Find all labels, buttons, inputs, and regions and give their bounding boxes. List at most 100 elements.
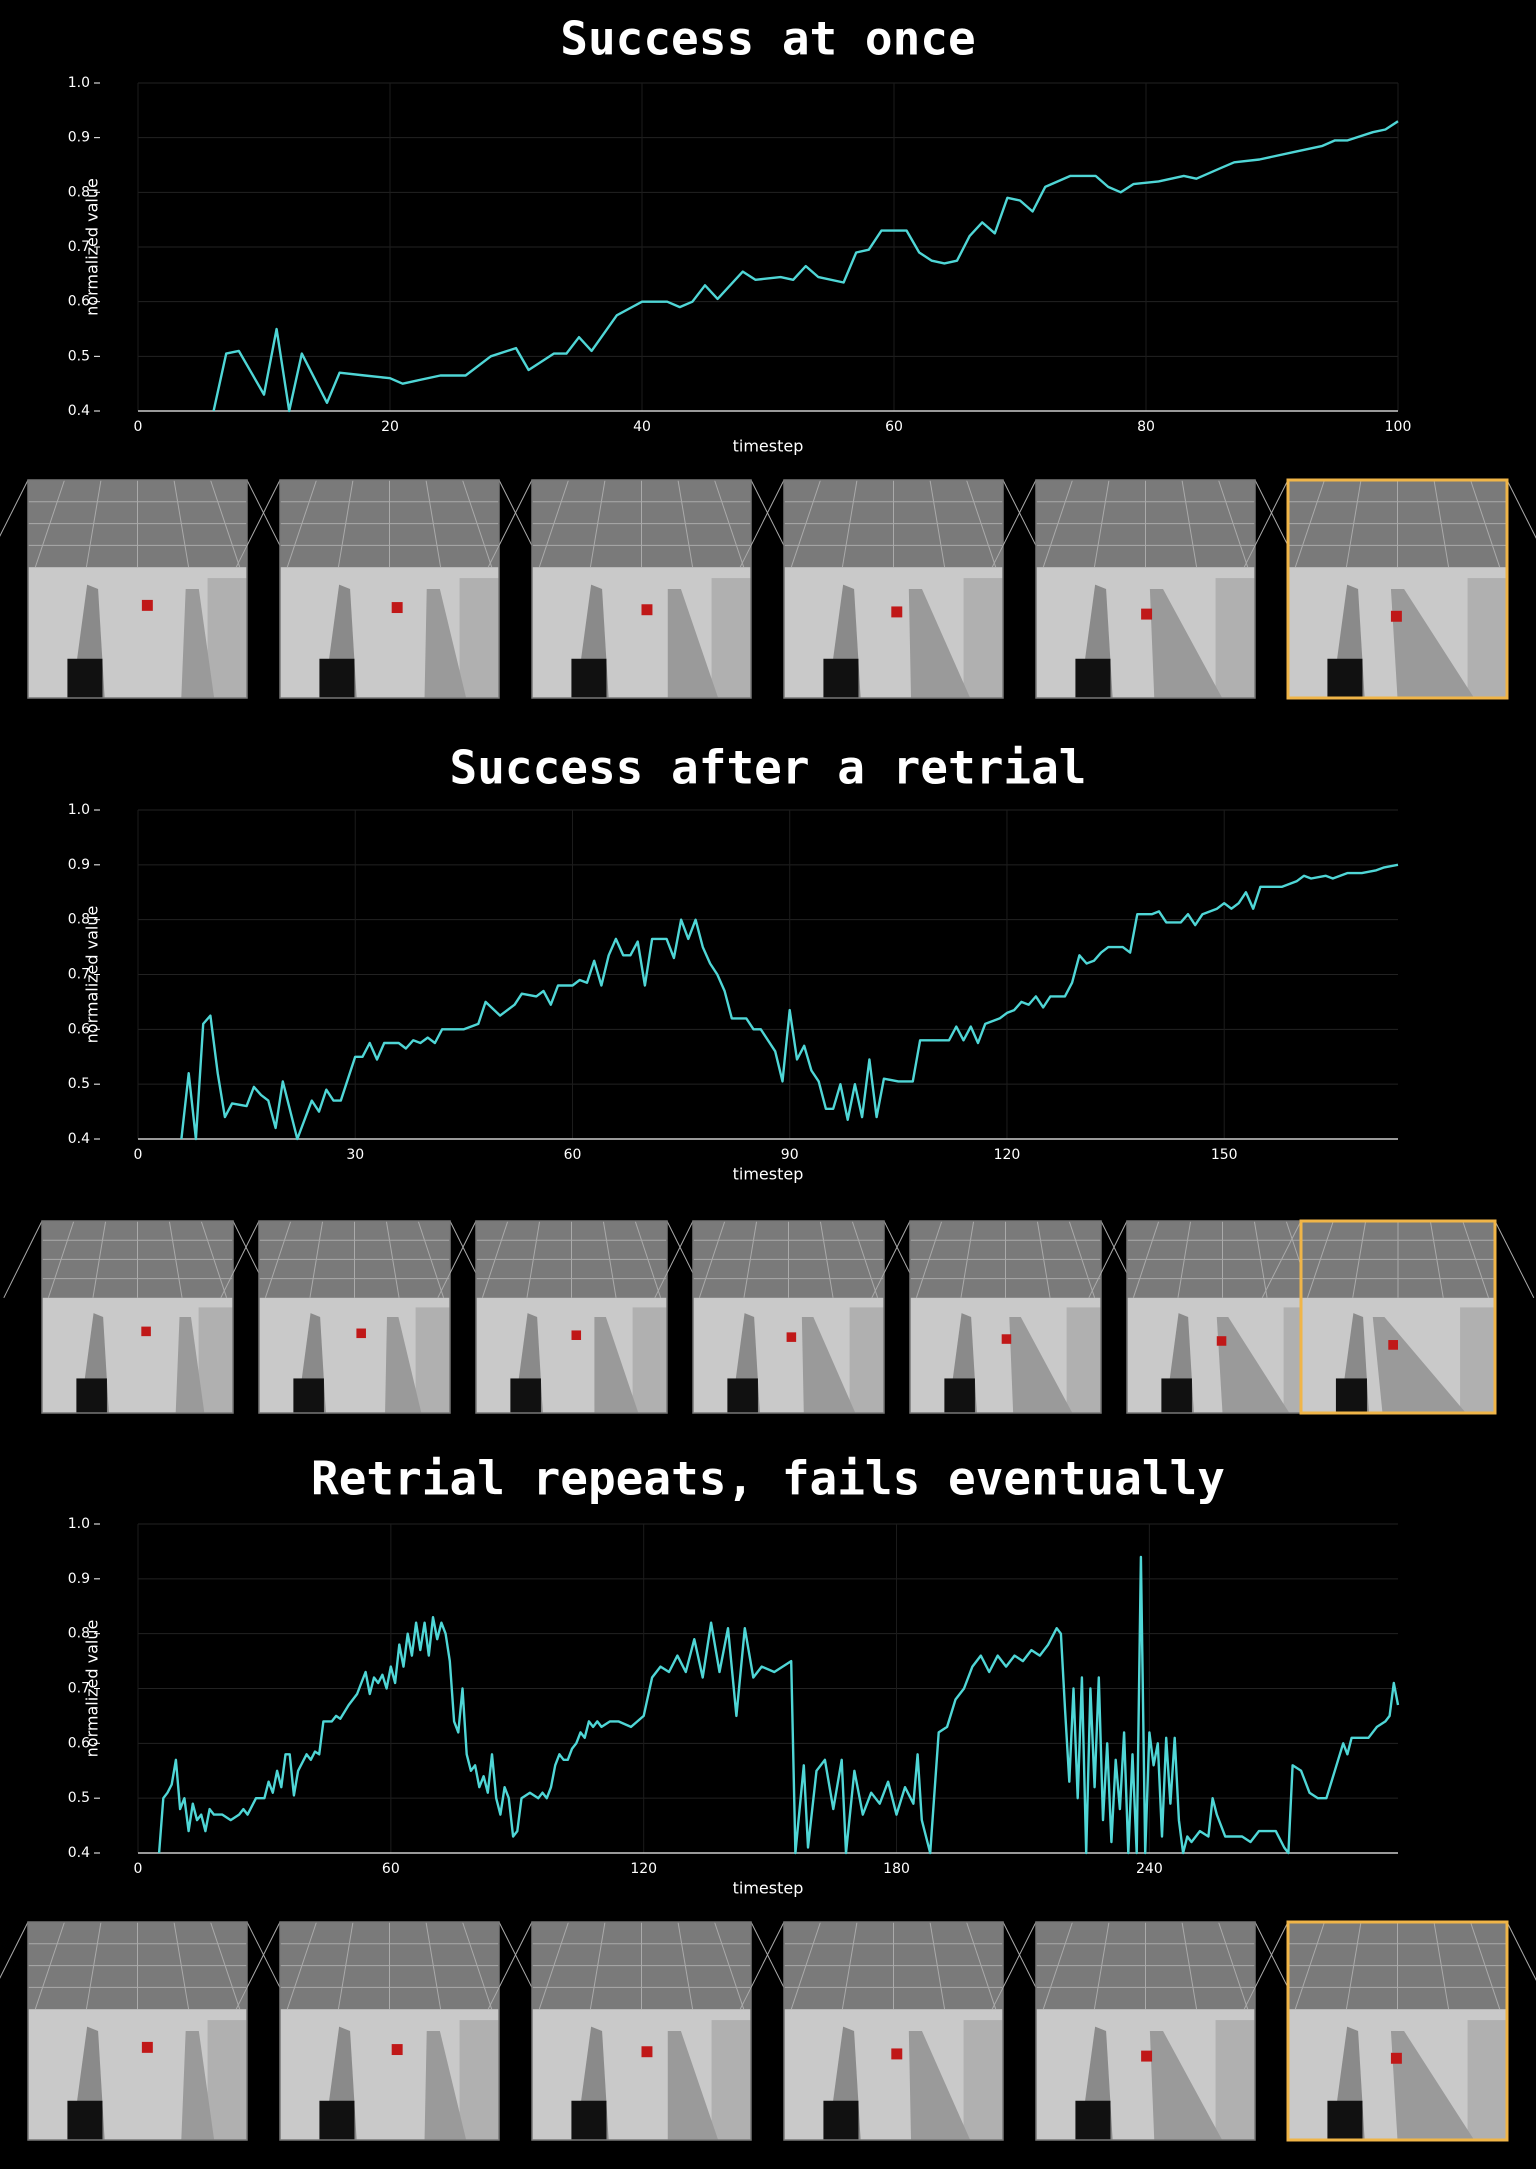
thumb-grid bbox=[677, 479, 694, 568]
y-tick-label: 0.9 bbox=[68, 1571, 90, 1587]
thumb-grid bbox=[714, 479, 745, 568]
thumb-hand-base bbox=[1327, 2100, 1363, 2140]
x-tick-label: 40 bbox=[633, 419, 651, 435]
thumbnail bbox=[3, 1220, 272, 1414]
thumb-grid bbox=[1218, 1921, 1249, 2010]
thumb-grid bbox=[790, 1921, 821, 2010]
thumb-grid bbox=[960, 1220, 975, 1298]
thumb-table bbox=[1460, 1307, 1495, 1413]
thumbnail bbox=[235, 1921, 544, 2141]
y-tick-label: 0.7 bbox=[68, 1681, 90, 1697]
thumb-grid bbox=[34, 1921, 65, 2010]
thumbnail bbox=[991, 1921, 1300, 2141]
y-tick-label: 0.5 bbox=[68, 348, 90, 364]
thumb-grid bbox=[337, 479, 354, 568]
thumb-hand bbox=[801, 1317, 856, 1413]
thumb-grid bbox=[1181, 479, 1198, 568]
thumb-border bbox=[1035, 479, 1256, 699]
thumb-grid bbox=[1294, 479, 1325, 568]
thumb-cube bbox=[391, 602, 403, 614]
thumb-grid bbox=[235, 479, 281, 568]
y-tick-label: 0.8 bbox=[68, 1626, 90, 1642]
thumb-table bbox=[459, 2020, 499, 2140]
thumbnail bbox=[1261, 1219, 1535, 1415]
thumb-grid bbox=[1042, 479, 1073, 568]
thumbnail bbox=[1243, 1920, 1536, 2142]
thumb-border bbox=[258, 1220, 451, 1414]
thumbnail bbox=[991, 479, 1300, 699]
thumb-grid bbox=[1462, 1220, 1490, 1298]
thumb-cube bbox=[141, 2041, 153, 2053]
thumb-border bbox=[692, 1220, 885, 1414]
thumb-grid bbox=[526, 1220, 541, 1298]
thumb-hand-base bbox=[319, 2100, 355, 2140]
y-tick-label: 0.5 bbox=[68, 1790, 90, 1806]
y-axis-label: normalized value bbox=[83, 906, 102, 1044]
line bbox=[157, 1555, 1400, 1855]
thumb-grid bbox=[47, 1220, 75, 1298]
thumb-grid bbox=[85, 1921, 102, 2010]
thumb-grid bbox=[1306, 1220, 1334, 1298]
y-tick-label: 1.0 bbox=[68, 802, 90, 818]
thumb-grid bbox=[0, 1921, 29, 1979]
thumb-grid bbox=[538, 479, 569, 568]
thumb-grid bbox=[698, 1220, 726, 1298]
thumb-grid bbox=[235, 1921, 281, 2010]
thumbnail bbox=[487, 1921, 796, 2141]
thumb-grid bbox=[1243, 1921, 1289, 2010]
thumb-grid bbox=[589, 479, 606, 568]
thumb-grid bbox=[743, 1220, 758, 1298]
thumb-grid bbox=[309, 1220, 324, 1298]
x-tick-label: 60 bbox=[564, 1147, 582, 1163]
thumb-grid bbox=[92, 1220, 107, 1298]
thumb-grid bbox=[966, 1921, 997, 2010]
thumbnail bbox=[0, 479, 292, 699]
thumb-hand bbox=[908, 2031, 971, 2140]
x-tick-label: 180 bbox=[883, 1861, 910, 1877]
thumb-table bbox=[632, 1307, 667, 1413]
thumb-grid bbox=[714, 1921, 745, 2010]
thumb-grid bbox=[1261, 1220, 1302, 1299]
thumb-cube bbox=[1216, 1336, 1227, 1346]
line bbox=[212, 120, 1399, 413]
thumb-grid bbox=[1093, 479, 1110, 568]
thumb-cube bbox=[1388, 1340, 1398, 1350]
thumb-grid bbox=[385, 1220, 400, 1298]
thumb-grid bbox=[220, 1220, 260, 1299]
x-tick-label: 240 bbox=[1136, 1861, 1163, 1877]
thumb-grid bbox=[210, 479, 241, 568]
thumb-table bbox=[198, 1307, 233, 1413]
thumb-grid bbox=[173, 479, 190, 568]
thumb-hand-base bbox=[1161, 1378, 1192, 1413]
thumb-hand bbox=[667, 2031, 719, 2140]
thumb-grid bbox=[1253, 1220, 1268, 1298]
thumb-cube bbox=[356, 1328, 366, 1339]
x-axis-label: timestep bbox=[733, 437, 804, 456]
thumb-grid bbox=[790, 479, 821, 568]
y-tick-label: 0.6 bbox=[68, 1735, 90, 1751]
y-tick-label: 0.8 bbox=[68, 184, 90, 200]
line bbox=[180, 863, 1399, 1141]
x-axis-label: timestep bbox=[733, 1879, 804, 1898]
thumb-grid bbox=[210, 1921, 241, 2010]
thumbnail bbox=[871, 1220, 1140, 1414]
chart-title: Success after a retrial bbox=[450, 741, 1087, 795]
thumb-grid bbox=[739, 479, 785, 568]
thumb-hand bbox=[385, 1317, 422, 1413]
thumb-hand bbox=[1149, 2031, 1223, 2140]
thumb-hand-base bbox=[944, 1378, 975, 1413]
thumbnail bbox=[739, 1921, 1048, 2141]
thumb-hand bbox=[594, 1317, 639, 1413]
y-axis-label: normalized value bbox=[83, 1620, 102, 1758]
thumb-grid bbox=[1132, 1220, 1160, 1298]
thumb-hand-base bbox=[1075, 658, 1111, 698]
thumb-grid bbox=[168, 1220, 183, 1298]
thumb-table bbox=[207, 578, 247, 698]
thumb-cube bbox=[891, 2048, 903, 2060]
thumb-table bbox=[963, 578, 1003, 698]
thumb-cube bbox=[391, 2044, 403, 2056]
thumb-grid bbox=[851, 1220, 879, 1298]
thumb-grid bbox=[1470, 479, 1501, 568]
thumb-grid bbox=[966, 479, 997, 568]
thumb-hand bbox=[181, 589, 215, 698]
